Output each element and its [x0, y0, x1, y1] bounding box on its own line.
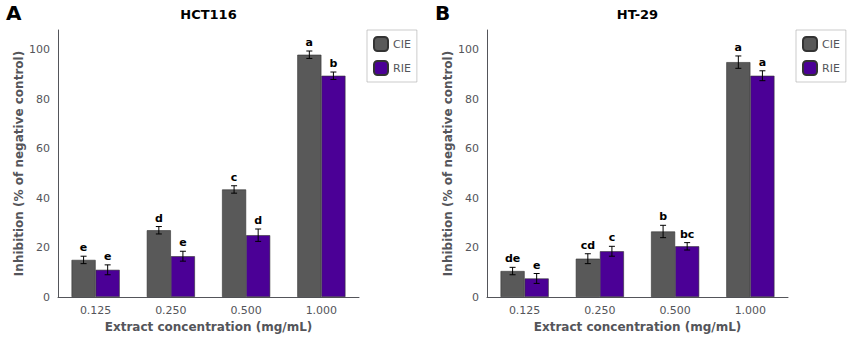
svg-text:b: b: [329, 57, 337, 70]
svg-text:a: a: [735, 41, 742, 54]
svg-text:a: a: [759, 56, 766, 69]
svg-text:Inhibition (% of negative cont: Inhibition (% of negative control): [12, 51, 26, 276]
svg-text:0: 0: [472, 291, 479, 304]
svg-text:60: 60: [465, 142, 479, 155]
svg-text:Extract concentration (mg/mL): Extract concentration (mg/mL): [534, 320, 742, 334]
svg-text:d: d: [254, 214, 262, 227]
svg-text:cd: cd: [581, 239, 595, 252]
svg-text:e: e: [179, 236, 186, 249]
svg-text:0.500: 0.500: [659, 304, 691, 317]
svg-text:80: 80: [465, 93, 479, 106]
svg-text:e: e: [104, 250, 111, 263]
svg-text:A: A: [6, 1, 22, 25]
svg-text:HT-29: HT-29: [617, 7, 658, 22]
svg-text:0: 0: [43, 291, 50, 304]
svg-text:c: c: [231, 171, 238, 184]
svg-text:100: 100: [29, 43, 50, 56]
svg-text:Inhibition (% of negative cont: Inhibition (% of negative control): [441, 51, 455, 276]
svg-text:c: c: [609, 231, 616, 244]
svg-text:b: b: [659, 210, 667, 223]
svg-text:0.500: 0.500: [230, 304, 262, 317]
svg-text:B: B: [435, 1, 450, 25]
svg-text:RIE: RIE: [393, 62, 411, 75]
svg-text:100: 100: [458, 43, 479, 56]
svg-text:de: de: [505, 252, 520, 265]
svg-text:40: 40: [465, 192, 479, 205]
svg-text:RIE: RIE: [822, 62, 840, 75]
svg-text:d: d: [155, 212, 163, 225]
svg-text:60: 60: [36, 142, 50, 155]
svg-text:0.250: 0.250: [584, 304, 616, 317]
svg-text:20: 20: [465, 241, 479, 254]
svg-text:20: 20: [36, 241, 50, 254]
svg-text:CIE: CIE: [393, 38, 411, 51]
svg-text:80: 80: [36, 93, 50, 106]
svg-text:HCT116: HCT116: [180, 7, 236, 22]
svg-text:a: a: [306, 36, 313, 49]
svg-text:0.250: 0.250: [155, 304, 187, 317]
svg-text:CIE: CIE: [822, 38, 840, 51]
svg-text:e: e: [80, 241, 87, 254]
svg-text:0.125: 0.125: [509, 304, 541, 317]
svg-text:e: e: [533, 259, 540, 272]
svg-text:1.000: 1.000: [735, 304, 767, 317]
svg-text:bc: bc: [680, 228, 694, 241]
svg-text:Extract concentration (mg/mL): Extract concentration (mg/mL): [105, 320, 313, 334]
svg-text:0.125: 0.125: [80, 304, 112, 317]
svg-text:1.000: 1.000: [306, 304, 338, 317]
svg-text:40: 40: [36, 192, 50, 205]
